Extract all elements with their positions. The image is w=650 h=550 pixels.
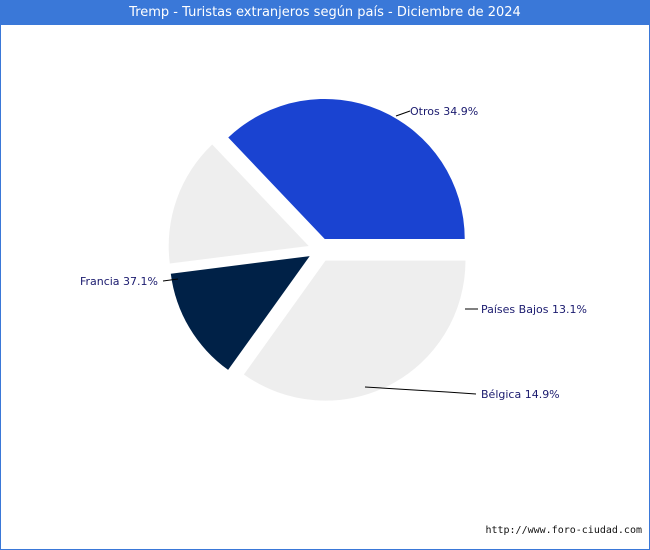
source-url[interactable]: http://www.foro-ciudad.com [485, 525, 642, 536]
leader-line [364, 386, 477, 395]
pie-slice-otros [243, 260, 466, 401]
slice-label: Otros 34.9% [410, 105, 478, 118]
pie-labels: Otros 34.9% Países Bajos 13.1% Bélgica 14.… [80, 105, 587, 401]
slice-label: Países Bajos 13.1% [481, 303, 587, 316]
pie-slice-países-bajos [170, 256, 310, 370]
pie-slices [168, 98, 466, 401]
chart-title: Tremp - Turistas extranjeros según país … [1, 1, 649, 25]
pie-slice-bélgica [168, 144, 309, 264]
leader-line [395, 110, 411, 117]
leader-line [162, 278, 179, 282]
slice-label: Bélgica 14.9% [481, 388, 560, 401]
pie-slice-francia [228, 98, 465, 239]
slice-label: Francia 37.1% [80, 275, 158, 288]
